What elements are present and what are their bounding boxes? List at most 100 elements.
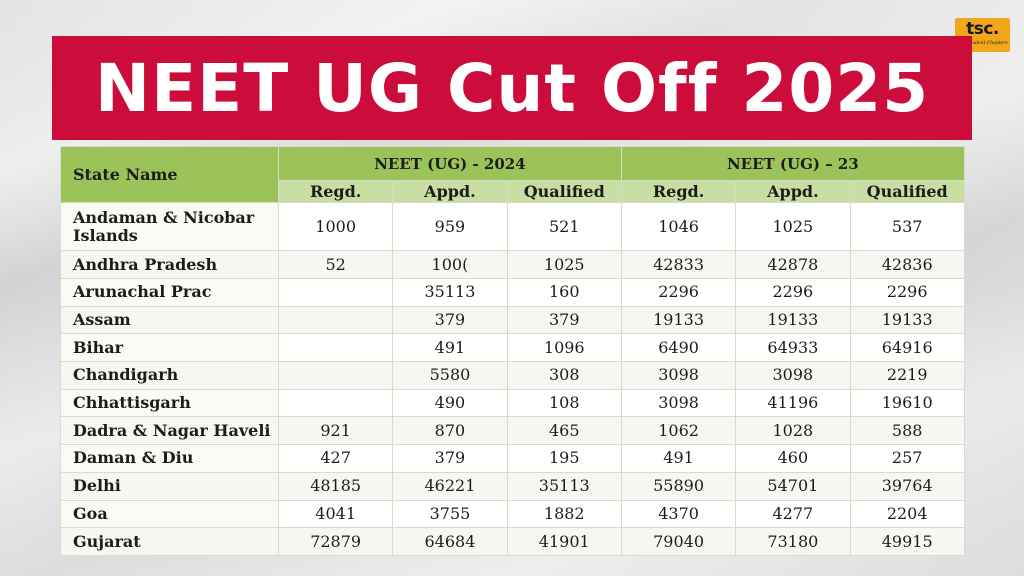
value-cell: 465 <box>506 416 622 446</box>
state-name-cell: Arunachal Prac <box>60 277 279 307</box>
state-name-header: State Name <box>60 146 279 203</box>
value-cell <box>277 305 394 335</box>
value-cell: 49915 <box>849 527 965 556</box>
value-cell: 52 <box>277 250 394 279</box>
value-cell: 460 <box>735 444 851 473</box>
value-cell: 2219 <box>849 361 965 390</box>
state-name-cell: Gujarat <box>60 527 279 556</box>
table-row: Assam 379 379 19133 19133 19133 <box>60 305 965 335</box>
table-subheader-row: Regd. Appd. Qualified Regd. Appd. Qualif… <box>61 180 965 203</box>
value-cell: 79040 <box>620 527 737 556</box>
value-cell: 42878 <box>735 250 851 279</box>
value-cell <box>277 361 394 390</box>
table-row: Dadra & Nagar Haveli 921 870 465 1062 1028 588 <box>60 416 965 446</box>
value-cell: 39764 <box>849 471 965 501</box>
table-row: Bihar 491 1096 6490 64933 64916 <box>60 333 965 362</box>
value-cell: 4041 <box>277 499 394 529</box>
value-cell: 921 <box>277 416 394 446</box>
group-header-year-1: NEET (UG) - 2024 <box>278 146 622 181</box>
value-cell <box>277 388 394 418</box>
state-name-cell: Chhattisgarh <box>60 388 279 418</box>
value-cell: 64684 <box>392 527 508 556</box>
table-body: Andaman & Nicobar Islands 1000 959 521 1046 1… <box>60 201 965 556</box>
value-cell <box>277 277 394 307</box>
value-cell: 64916 <box>849 333 965 362</box>
state-name-cell: Goa <box>60 499 279 529</box>
value-cell: 308 <box>506 361 622 390</box>
value-cell: 3098 <box>735 361 851 390</box>
state-name-cell: Delhi <box>60 471 279 501</box>
table-row: Chandigarh 5580 308 3098 3098 2219 <box>60 361 965 390</box>
state-name-cell: Assam <box>60 305 279 335</box>
value-cell: 195 <box>506 444 622 473</box>
value-cell: 55890 <box>620 471 737 501</box>
value-cell: 46221 <box>392 471 508 501</box>
logo-text: tsc. <box>966 19 999 39</box>
subheader-appd: Appd. <box>392 180 508 203</box>
value-cell: 72879 <box>277 527 394 556</box>
subheader-regd: Regd. <box>620 180 737 203</box>
value-cell: 42833 <box>620 250 737 279</box>
value-cell: 54701 <box>735 471 851 501</box>
state-name-cell: Andhra Pradesh <box>60 250 279 279</box>
value-cell: 35113 <box>506 471 622 501</box>
value-cell: 379 <box>392 305 508 335</box>
state-name-cell: Dadra & Nagar Haveli <box>60 416 279 446</box>
value-cell: 1046 <box>620 201 737 252</box>
logo-tagline: The Student Chapters <box>957 41 1008 46</box>
value-cell: 1025 <box>506 250 622 279</box>
value-cell <box>277 333 394 362</box>
value-cell: 5580 <box>392 361 508 390</box>
title-banner: NEET UG Cut Off 2025 <box>52 36 972 140</box>
table-row: Delhi 48185 46221 35113 55890 54701 39764 <box>60 471 965 501</box>
value-cell: 1028 <box>735 416 851 446</box>
state-name-cell: Chandigarh <box>60 361 279 390</box>
table-row: Gujarat 72879 64684 41901 79040 73180 49915 <box>60 527 965 556</box>
value-cell: 64933 <box>735 333 851 362</box>
value-cell: 19133 <box>735 305 851 335</box>
value-cell: 48185 <box>277 471 394 501</box>
value-cell: 19610 <box>849 388 965 418</box>
value-cell: 2204 <box>849 499 965 529</box>
table-row: Daman & Diu 427 379 195 491 460 257 <box>60 444 965 473</box>
value-cell: 491 <box>392 333 508 362</box>
table-row: Chhattisgarh 490 108 3098 41196 19610 <box>60 388 965 418</box>
cutoff-table: State Name NEET (UG) - 2024 NEET (UG) – … <box>60 146 965 556</box>
value-cell: 521 <box>506 201 622 252</box>
value-cell: 379 <box>506 305 622 335</box>
value-cell: 3098 <box>620 361 737 390</box>
value-cell: 491 <box>620 444 737 473</box>
table-row: Andhra Pradesh 52 100(1025 42833 42878 42836 <box>60 250 965 279</box>
value-cell: 2296 <box>620 277 737 307</box>
table-row: Arunachal Prac 35113 160 2296 2296 2296 <box>60 277 965 307</box>
value-cell: 427 <box>277 444 394 473</box>
value-cell: 588 <box>849 416 965 446</box>
value-cell: 4277 <box>735 499 851 529</box>
value-cell: 41901 <box>506 527 622 556</box>
state-name-cell: Daman & Diu <box>60 444 279 473</box>
table-header-row: State Name NEET (UG) - 2024 NEET (UG) – … <box>60 146 965 203</box>
value-cell: 379 <box>392 444 508 473</box>
state-name-cell: Bihar <box>60 333 279 362</box>
value-cell: 257 <box>849 444 965 473</box>
value-cell: 1000 <box>277 201 394 252</box>
table-row: Goa 4041 3755 1882 4370 4277 2204 <box>60 499 965 529</box>
subheader-regd: Regd. <box>277 180 394 203</box>
cutoff-table-container: State Name NEET (UG) - 2024 NEET (UG) – … <box>60 146 965 556</box>
value-cell: 959 <box>392 201 508 252</box>
subheader-qualified: Qualified <box>506 180 622 203</box>
value-cell: 490 <box>392 388 508 418</box>
value-cell: 537 <box>849 201 965 252</box>
value-cell: 1062 <box>620 416 737 446</box>
value-cell: 2296 <box>849 277 965 307</box>
value-cell: 42836 <box>849 250 965 279</box>
value-cell: 100( <box>392 250 508 279</box>
value-cell: 4370 <box>620 499 737 529</box>
value-cell: 73180 <box>735 527 851 556</box>
value-cell: 19133 <box>620 305 737 335</box>
value-cell: 108 <box>506 388 622 418</box>
value-cell: 1882 <box>506 499 622 529</box>
value-cell: 41196 <box>735 388 851 418</box>
value-cell: 870 <box>392 416 508 446</box>
value-cell: 160 <box>506 277 622 307</box>
